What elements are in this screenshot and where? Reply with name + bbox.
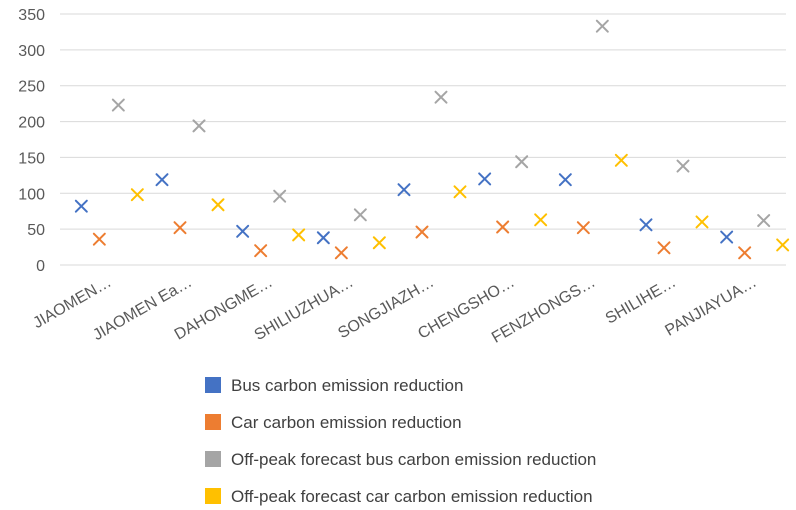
data-point — [453, 185, 467, 199]
legend-label: Off-peak forecast bus carbon emission re… — [231, 450, 596, 469]
y-axis: 0 50 100 150 200 250 300 350 — [18, 7, 45, 275]
data-point — [515, 155, 529, 169]
data-point — [353, 208, 367, 222]
data-point — [211, 198, 225, 212]
legend-swatch — [205, 377, 221, 393]
data-point — [155, 173, 169, 187]
data-point — [478, 172, 492, 186]
data-point — [130, 188, 144, 202]
data-point — [534, 213, 548, 227]
y-tick-label: 0 — [36, 258, 45, 275]
data-point — [334, 246, 348, 260]
data-point — [639, 218, 653, 232]
data-point — [720, 230, 734, 244]
data-point — [776, 238, 790, 252]
data-point — [254, 244, 268, 258]
data-point — [676, 159, 690, 173]
data-point — [92, 232, 106, 246]
y-tick-label: 300 — [18, 43, 45, 60]
x-tick-label: PANJIAYUA… — [662, 274, 759, 340]
data-point — [695, 215, 709, 229]
y-tick-label: 250 — [18, 79, 45, 96]
data-point — [576, 221, 590, 235]
data-point — [111, 98, 125, 112]
data-point — [757, 214, 771, 228]
y-tick-label: 100 — [18, 186, 45, 203]
data-point — [657, 241, 671, 255]
legend-swatch — [205, 451, 221, 467]
data-point — [316, 231, 330, 245]
data-point — [595, 19, 609, 33]
legend-label: Bus carbon emission reduction — [231, 376, 463, 395]
gridlines — [60, 13, 786, 266]
data-point — [434, 90, 448, 104]
legend-label: Off-peak forecast car carbon emission re… — [231, 487, 593, 506]
data-points — [74, 19, 790, 260]
y-tick-label: 50 — [27, 222, 45, 239]
x-tick-label: SHILIHE… — [603, 274, 679, 328]
data-point — [738, 246, 752, 260]
y-tick-label: 350 — [18, 7, 45, 24]
data-point — [558, 173, 572, 187]
data-point — [372, 236, 386, 250]
data-point — [192, 119, 206, 133]
data-point — [74, 199, 88, 213]
x-axis: JIAOMEN…JIAOMEN Ea…DAHONGME…SHILIUZHUA…S… — [30, 274, 759, 347]
data-point — [292, 228, 306, 242]
legend-swatch — [205, 414, 221, 430]
legend: Bus carbon emission reduction Car carbon … — [205, 376, 596, 506]
y-tick-label: 200 — [18, 115, 45, 132]
data-point — [415, 225, 429, 239]
data-point — [614, 153, 628, 167]
data-point — [496, 220, 510, 234]
legend-label: Car carbon emission reduction — [231, 413, 462, 432]
data-point — [397, 183, 411, 197]
data-point — [173, 221, 187, 235]
data-point — [273, 189, 287, 203]
y-tick-label: 150 — [18, 150, 45, 167]
legend-swatch — [205, 488, 221, 504]
data-point — [236, 224, 250, 238]
